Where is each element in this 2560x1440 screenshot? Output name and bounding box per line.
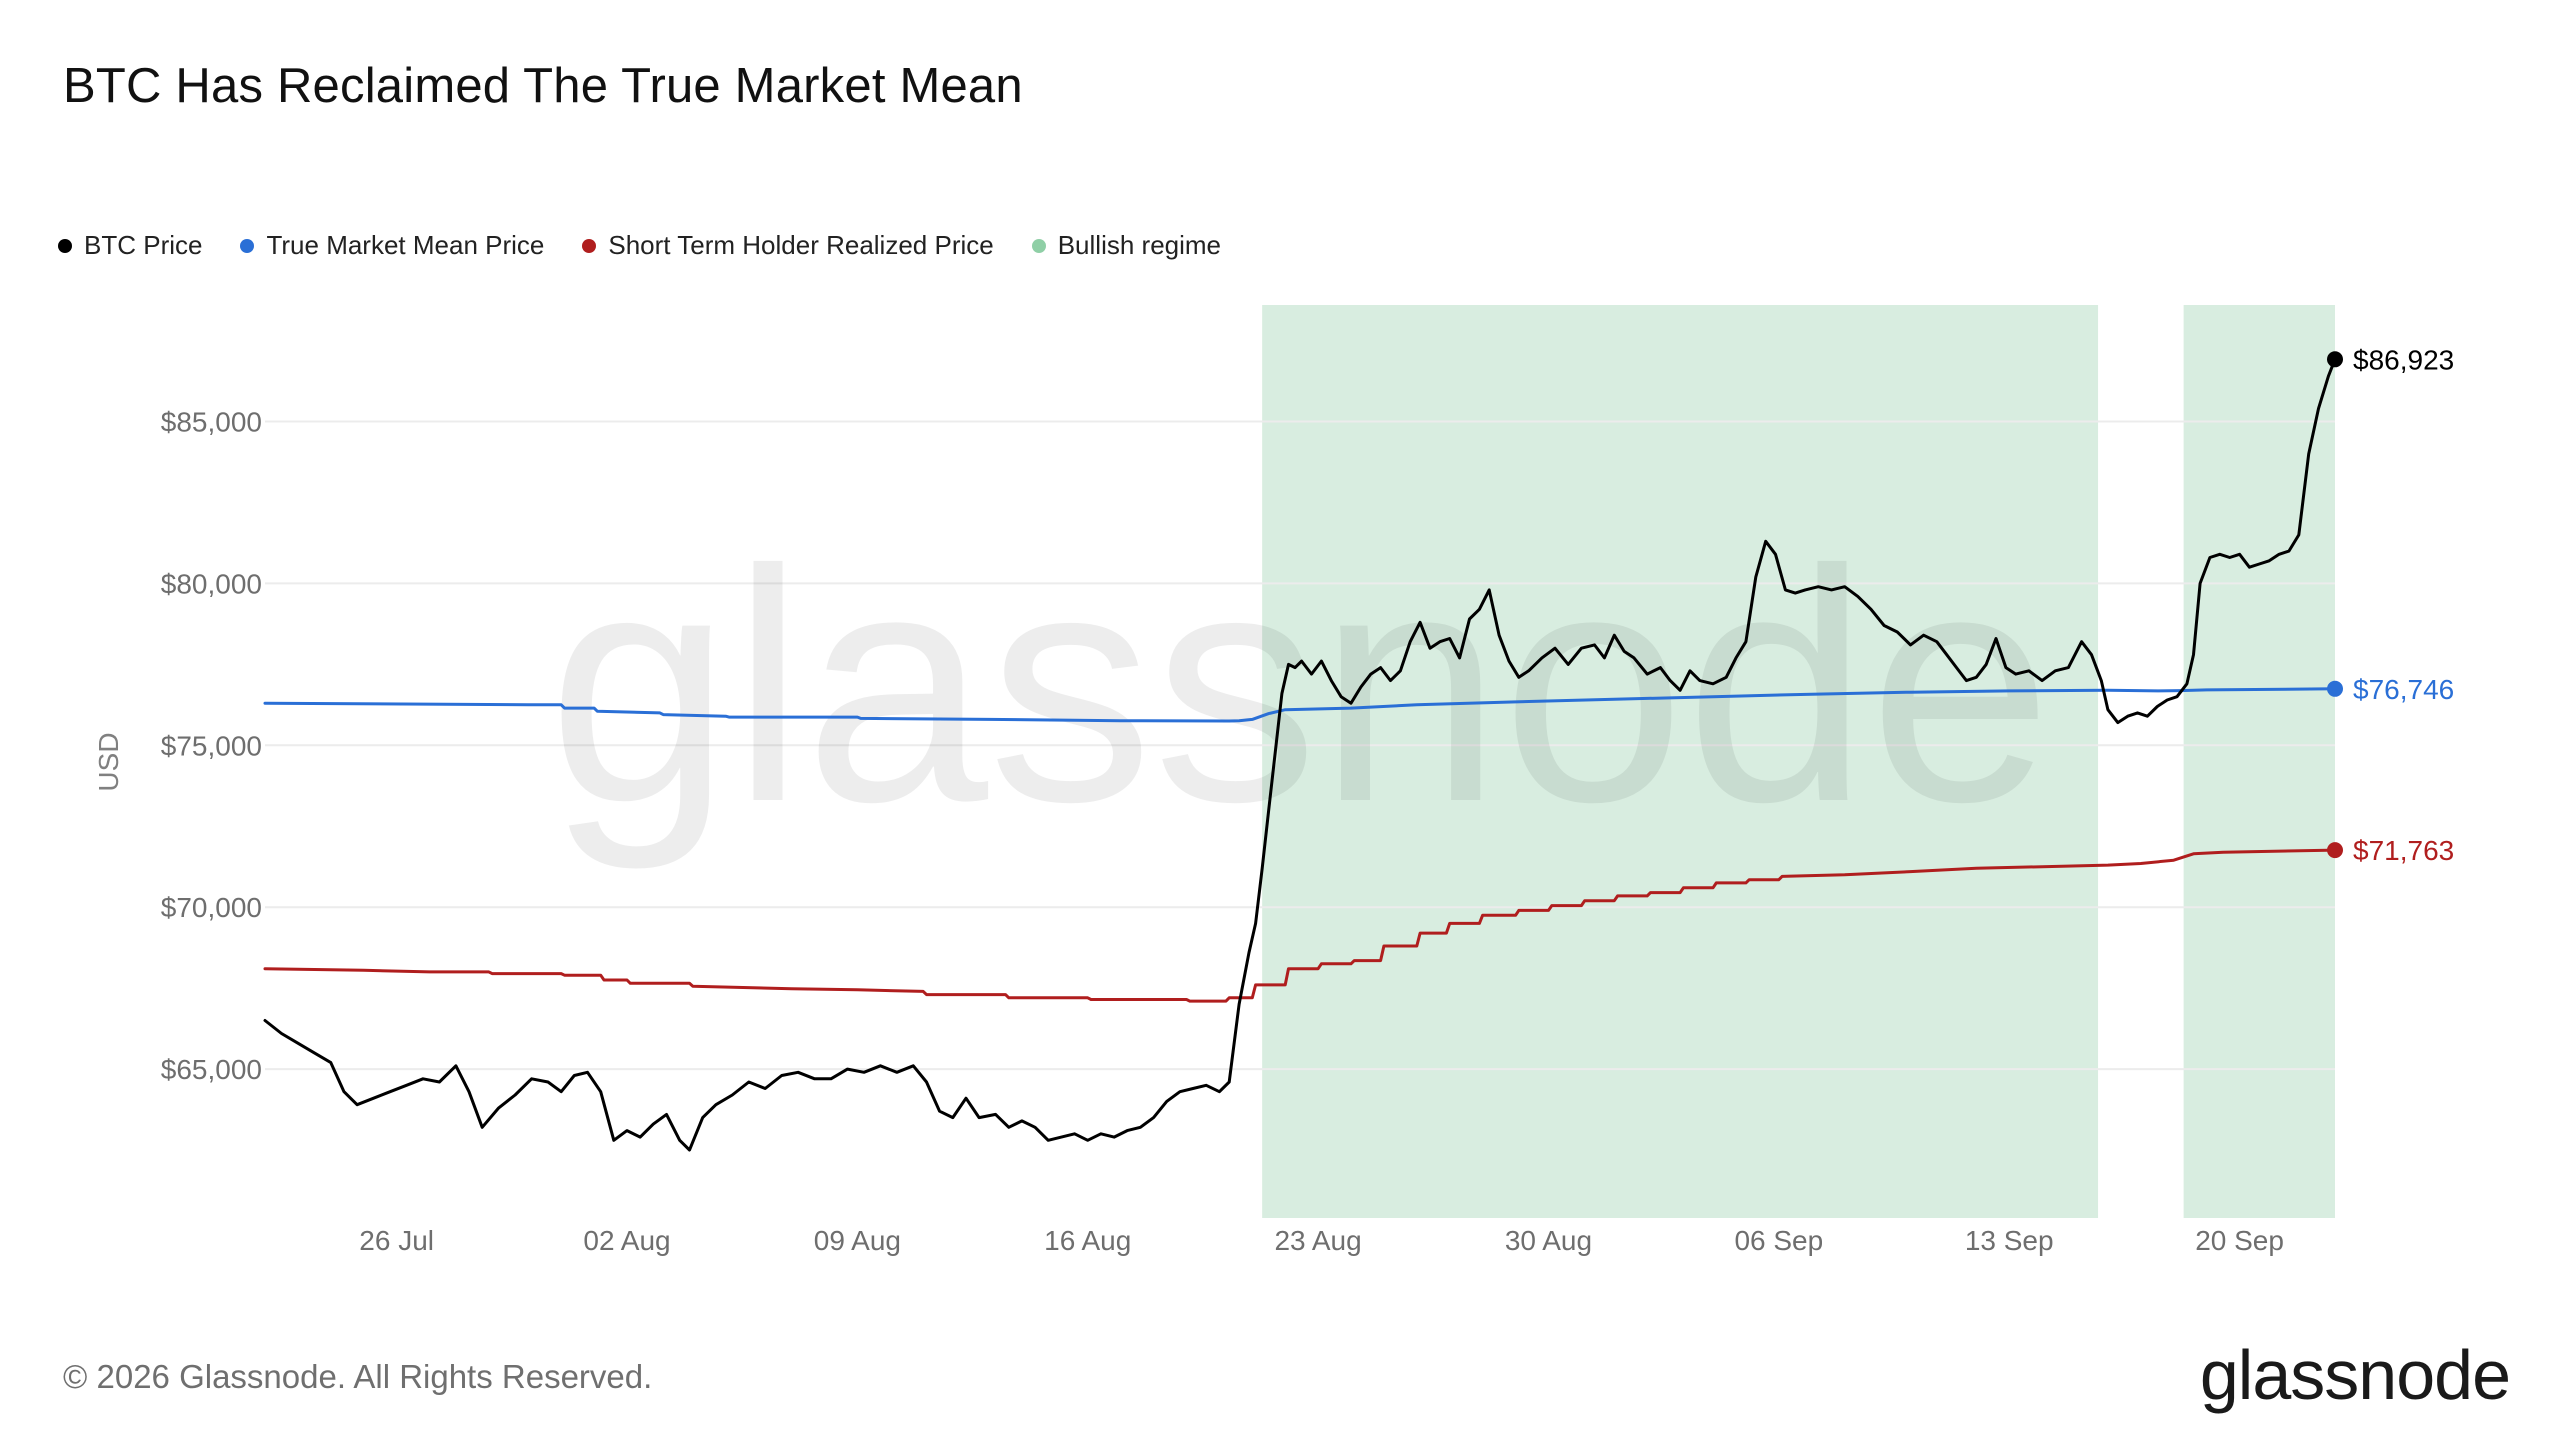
line-chart: glassnode $65,000 $70,000 $75,000 $80,000 $8… xyxy=(93,305,2454,1256)
x-tick-label: 09 Aug xyxy=(814,1225,901,1256)
y-tick-label: $85,000 xyxy=(161,407,262,438)
y-tick-label: $80,000 xyxy=(161,568,262,599)
legend-dot-icon xyxy=(58,238,72,253)
watermark-text: glassnode xyxy=(548,501,2053,872)
chart-title: BTC Has Reclaimed The True Market Mean xyxy=(63,59,1023,113)
x-tick-label: 16 Aug xyxy=(1044,1225,1131,1256)
series-line xyxy=(263,687,2337,723)
legend-dot-icon xyxy=(240,238,255,253)
copyright-text: © 2026 Glassnode. All Rights Reserved. xyxy=(63,1358,653,1395)
x-tick-label: 02 Aug xyxy=(583,1225,670,1256)
series-end-dot xyxy=(2327,680,2343,697)
legend-item-true-market-mean[interactable]: True Market Mean Price xyxy=(240,230,544,261)
series-lines xyxy=(263,357,2337,1152)
legend-dot-icon xyxy=(1031,238,1046,253)
legend-item-bullish-regime[interactable]: Bullish regime xyxy=(1031,230,1222,261)
legend-dot-icon xyxy=(582,238,597,253)
series-end-label: $76,746 xyxy=(2353,674,2454,705)
glassnode-logo[interactable]: glassnode xyxy=(2199,1336,2511,1414)
chart-legend: BTC Price True Market Mean Price Short T… xyxy=(58,230,1259,261)
y-axis: $65,000 $70,000 $75,000 $80,000 $85,000 xyxy=(161,407,262,1086)
series-end-label: $71,763 xyxy=(2353,835,2454,866)
y-axis-label: USD xyxy=(93,732,124,791)
y-gridlines xyxy=(265,420,2335,1071)
x-tick-label: 20 Sep xyxy=(2195,1225,2284,1256)
series-line xyxy=(263,848,2337,1003)
x-tick-label: 30 Aug xyxy=(1505,1225,1592,1256)
x-tick-label: 26 Jul xyxy=(359,1225,434,1256)
series-end-markers: $71,763 $76,746 $86,923 xyxy=(2327,344,2454,866)
legend-label: Bullish regime xyxy=(1057,230,1222,260)
y-tick-label: $75,000 xyxy=(161,730,262,761)
x-tick-label: 06 Sep xyxy=(1734,1225,1823,1256)
series-end-dot xyxy=(2327,351,2343,368)
legend-label: BTC Price xyxy=(84,230,203,260)
legend-label: Short Term Holder Realized Price xyxy=(608,230,994,260)
x-tick-label: 13 Sep xyxy=(1965,1225,2054,1256)
bullish-regime-bands xyxy=(1262,305,2335,1218)
legend-label: True Market Mean Price xyxy=(266,230,545,260)
legend-item-btc-price[interactable]: BTC Price xyxy=(58,230,202,261)
legend-item-sth-realized[interactable]: Short Term Holder Realized Price xyxy=(582,230,994,261)
x-axis: 26 Jul 02 Aug 09 Aug 16 Aug 23 Aug 30 Aug 06 S… xyxy=(359,1225,2284,1256)
bullish-regime-band xyxy=(1262,305,2099,1218)
series-line xyxy=(263,357,2337,1152)
series-end-dot xyxy=(2327,842,2343,859)
y-tick-label: $70,000 xyxy=(161,892,262,923)
x-tick-label: 23 Aug xyxy=(1274,1225,1361,1256)
y-tick-label: $65,000 xyxy=(161,1054,262,1085)
series-end-label: $86,923 xyxy=(2353,344,2454,375)
